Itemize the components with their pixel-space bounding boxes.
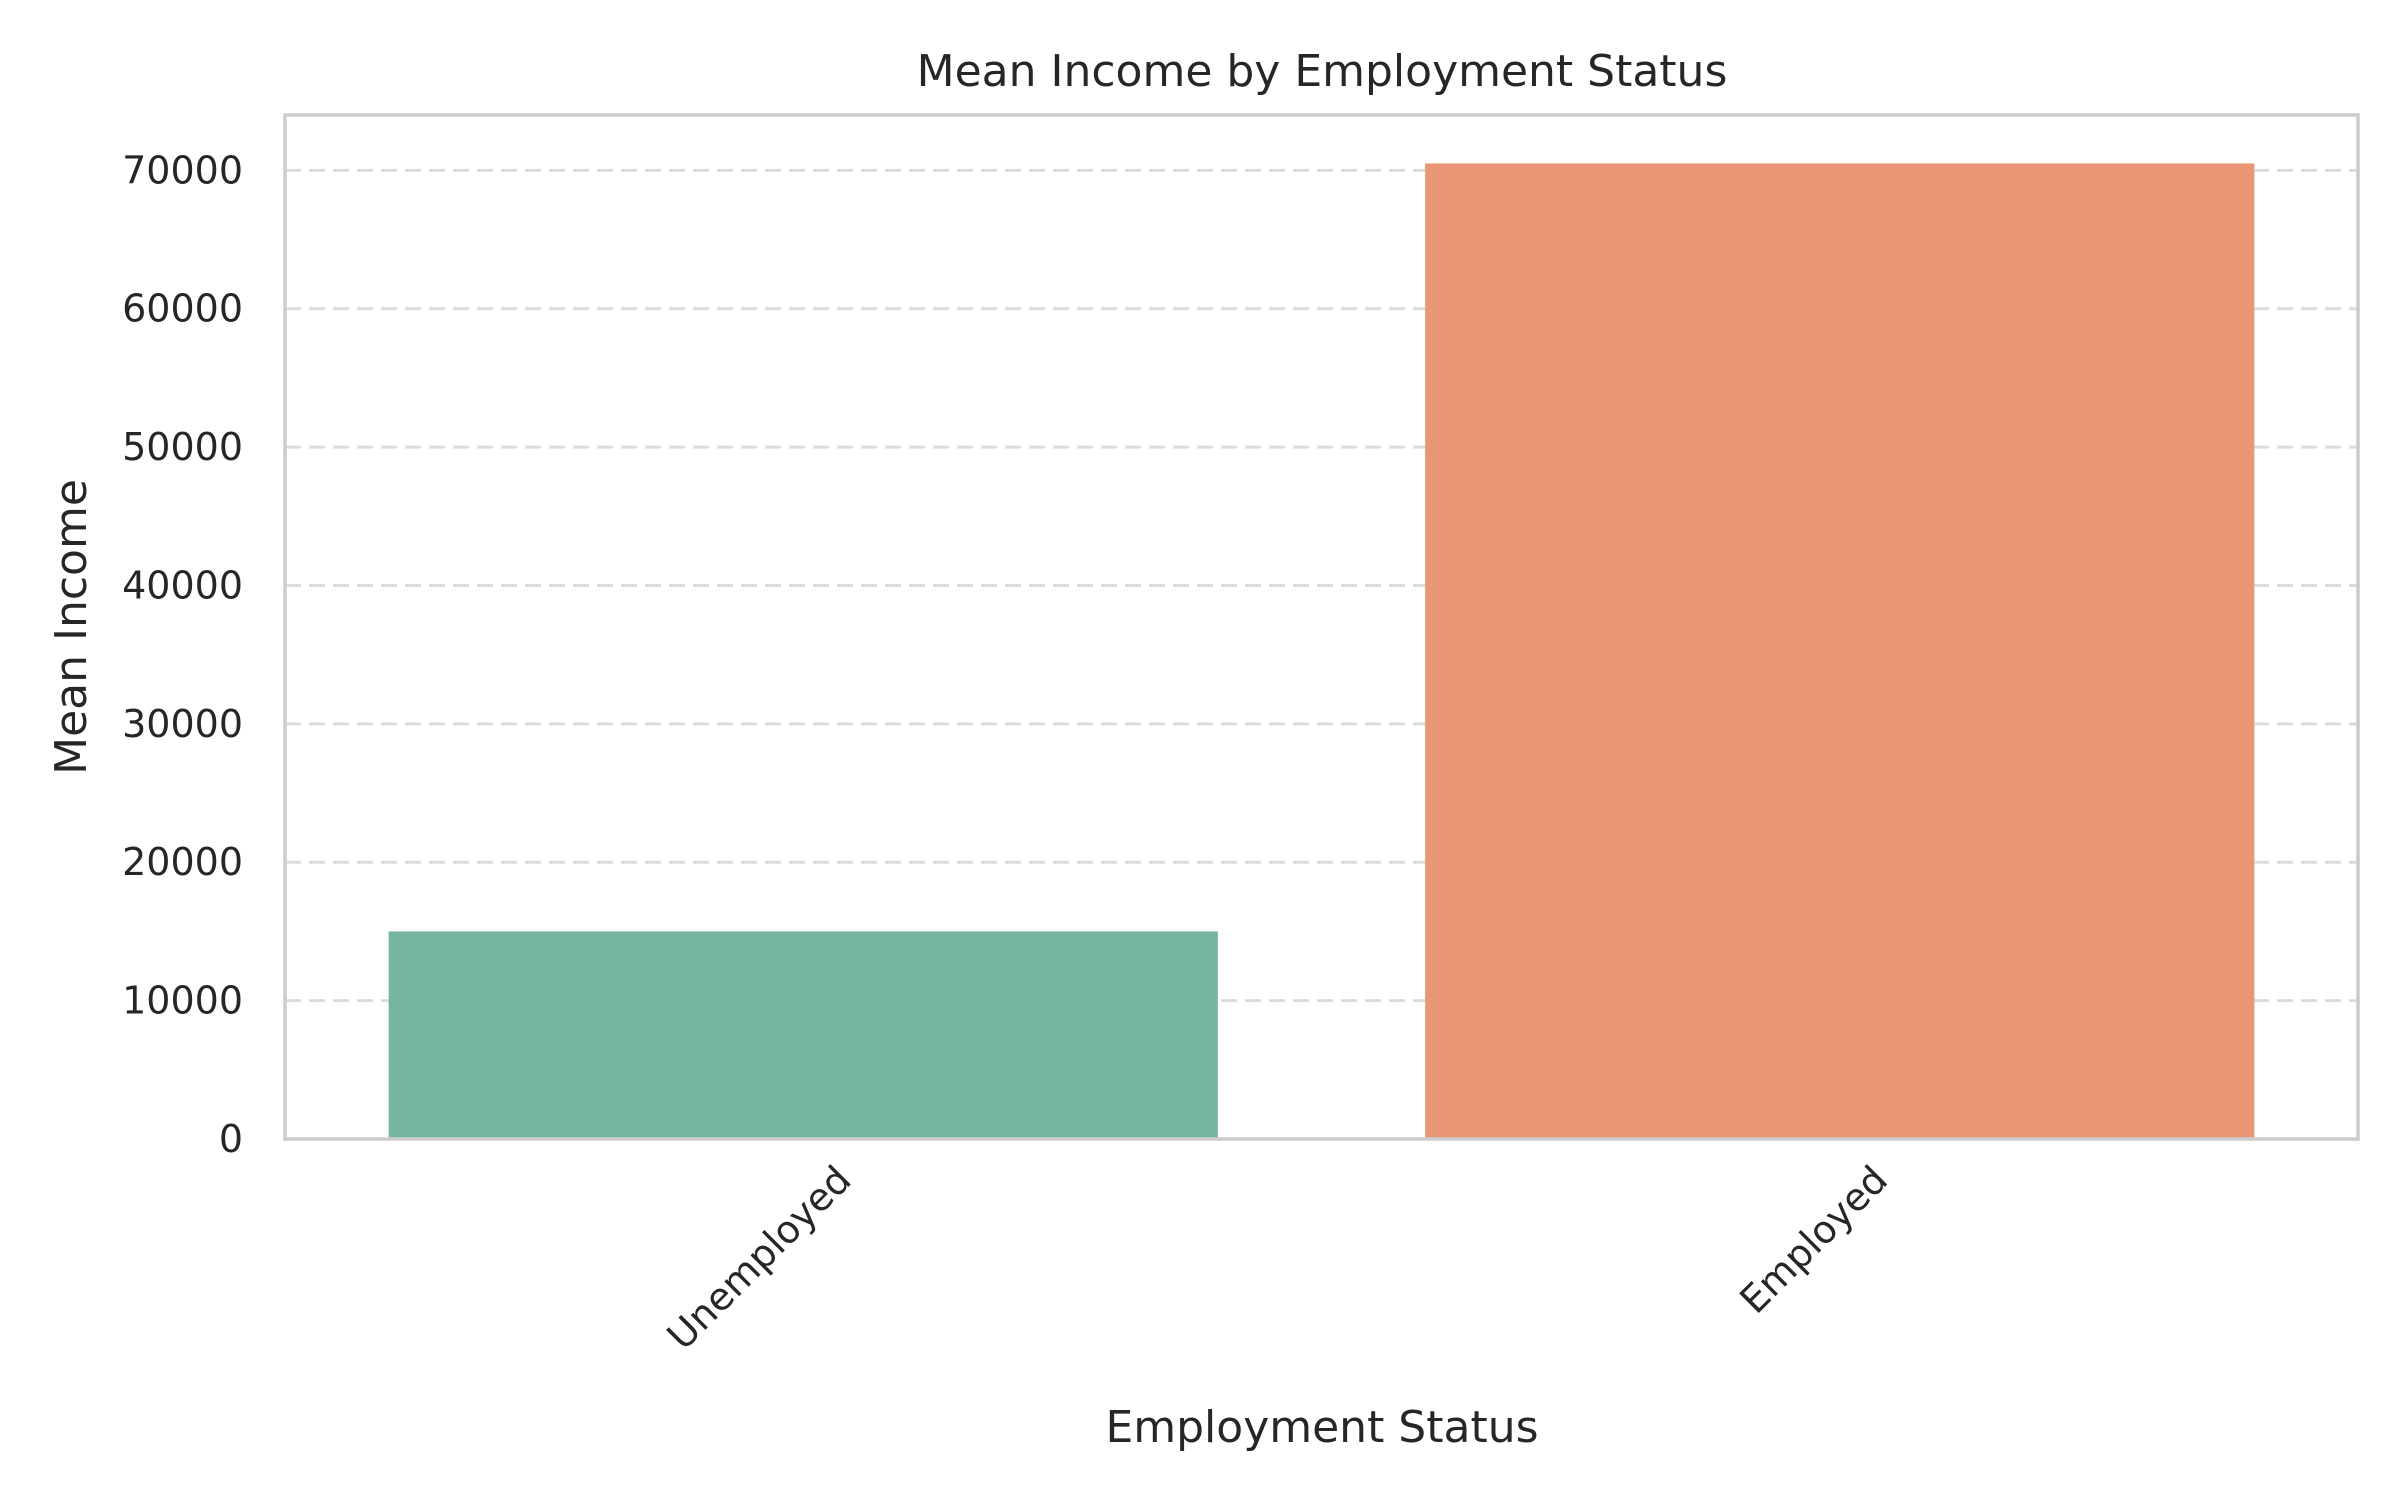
y-axis-label: Mean Income bbox=[46, 479, 97, 775]
bars bbox=[388, 163, 2255, 1139]
x-tick-label: Unemployed bbox=[659, 1157, 860, 1358]
x-axis-label: Employment Status bbox=[1105, 1402, 1538, 1453]
y-tick-label: 50000 bbox=[122, 425, 243, 469]
chart-title: Mean Income by Employment Status bbox=[917, 46, 1728, 97]
bar-unemployed bbox=[388, 931, 1218, 1139]
y-tick-label: 10000 bbox=[122, 979, 243, 1023]
y-axis-ticks: 0 10000 20000 30000 40000 50000 60000 70000 bbox=[122, 148, 243, 1161]
y-tick-label: 60000 bbox=[122, 287, 243, 331]
y-tick-label: 20000 bbox=[122, 840, 243, 884]
bar-employed bbox=[1425, 163, 2255, 1139]
x-axis-ticks: Unemployed Employed bbox=[659, 1157, 1896, 1358]
y-tick-label: 30000 bbox=[122, 702, 243, 746]
x-tick-label: Employed bbox=[1731, 1157, 1896, 1322]
gridlines bbox=[285, 168, 2358, 1003]
y-tick-label: 70000 bbox=[122, 148, 243, 192]
y-tick-label: 40000 bbox=[122, 563, 243, 607]
plot-area-frame bbox=[283, 113, 2360, 1141]
y-tick-label: 0 bbox=[219, 1117, 243, 1161]
